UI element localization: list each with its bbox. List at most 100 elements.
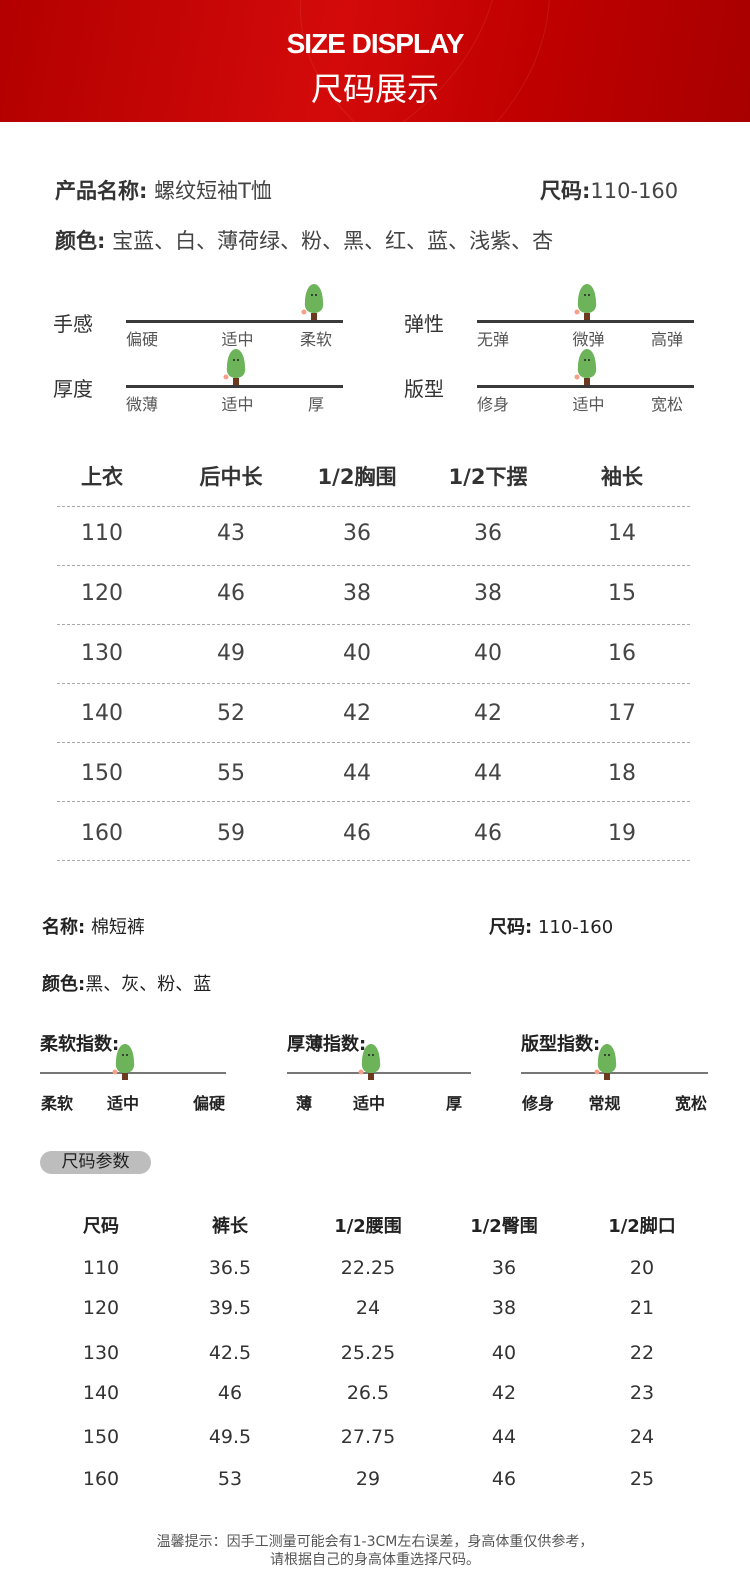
table-cell: 36 <box>491 1257 517 1279</box>
index-tick: 常规 <box>588 1094 621 1113</box>
table-cell: 59 <box>217 821 245 846</box>
table-header: 裤长 <box>212 1216 248 1237</box>
note-line-2: 请根据自己的身高体重选择尺码。 <box>270 1552 480 1568</box>
row-divider <box>57 742 690 743</box>
tree-icon <box>593 1042 621 1082</box>
row-divider <box>57 506 690 507</box>
table-cell: 22 <box>629 1342 655 1364</box>
scale-line <box>126 385 343 388</box>
size-params-button[interactable]: 尺码参数 <box>40 1151 151 1174</box>
table-header: 袖长 <box>601 465 643 489</box>
table-cell: 44 <box>343 761 371 786</box>
index-tick: 薄 <box>295 1094 313 1113</box>
index-tick: 适中 <box>352 1094 386 1113</box>
index-tick: 厚 <box>445 1094 463 1113</box>
scale-label: 弹性 <box>404 312 444 336</box>
table-cell: 49 <box>217 641 245 666</box>
table-cell: 17 <box>608 701 636 726</box>
table-cell: 44 <box>491 1426 517 1448</box>
table-cell: 19 <box>608 821 636 846</box>
table-cell: 44 <box>474 761 502 786</box>
scale-tick: 宽松 <box>650 395 684 414</box>
table-cell: 24 <box>355 1297 381 1319</box>
scale-tick: 适中 <box>221 330 254 349</box>
tree-icon <box>222 347 250 387</box>
table-cell: 130 <box>81 641 123 666</box>
scale-tick: 偏硬 <box>125 330 159 349</box>
scale-label: 厚度 <box>53 377 93 401</box>
table-cell: 43 <box>217 521 245 546</box>
scale-label: 版型 <box>404 377 444 401</box>
table-cell: 46 <box>491 1468 517 1490</box>
index-title: 厚薄指数: <box>287 1034 367 1055</box>
table-cell: 36 <box>343 521 371 546</box>
table-cell: 20 <box>629 1257 655 1279</box>
shorts-colors: 颜色:黑、灰、粉、蓝 <box>42 974 212 995</box>
title-english: SIZE DISPLAY <box>286 28 465 59</box>
table-cell: 120 <box>81 581 123 606</box>
index-tick: 宽松 <box>674 1094 708 1113</box>
index-tick: 适中 <box>106 1094 140 1113</box>
table-cell: 15 <box>608 581 636 606</box>
table-cell: 160 <box>82 1468 120 1490</box>
scale-tick: 无弹 <box>476 330 510 349</box>
table-cell: 130 <box>82 1342 120 1364</box>
table-header: 1/2下摆 <box>448 465 528 489</box>
scale-tick: 适中 <box>572 395 605 414</box>
table-cell: 36 <box>474 521 502 546</box>
scale-tick: 微薄 <box>125 395 159 414</box>
table-cell: 110 <box>81 521 123 546</box>
product-name: 产品名称: 螺纹短袖T恤 <box>55 179 272 203</box>
table-cell: 120 <box>82 1297 120 1319</box>
table-cell: 46 <box>343 821 371 846</box>
table-cell: 46 <box>217 1382 243 1404</box>
index-line <box>521 1072 708 1074</box>
tree-icon <box>573 347 601 387</box>
table-cell: 38 <box>343 581 371 606</box>
table-cell: 16 <box>608 641 636 666</box>
row-divider <box>57 860 690 861</box>
table-cell: 26.5 <box>346 1382 390 1404</box>
table-cell: 40 <box>474 641 502 666</box>
tree-icon <box>357 1042 385 1082</box>
index-line <box>40 1072 226 1074</box>
table-cell: 49.5 <box>208 1426 252 1448</box>
table-cell: 25.25 <box>340 1342 396 1364</box>
table-cell: 52 <box>217 701 245 726</box>
table-cell: 14 <box>608 521 636 546</box>
table-header: 1/2腰围 <box>334 1216 402 1237</box>
shorts-size: 尺码: 110-160 <box>489 917 614 938</box>
table-cell: 140 <box>82 1382 120 1404</box>
shorts-name: 名称: 棉短裤 <box>42 917 145 938</box>
table-cell: 29 <box>355 1468 381 1490</box>
table-cell: 38 <box>491 1297 517 1319</box>
table-cell: 40 <box>343 641 371 666</box>
table-cell: 55 <box>217 761 245 786</box>
index-line <box>287 1072 471 1074</box>
product-size: 尺码:110-160 <box>540 179 679 203</box>
table-header: 后中长 <box>199 465 263 489</box>
scale-line <box>477 385 694 388</box>
table-cell: 150 <box>81 761 123 786</box>
table-cell: 40 <box>491 1342 517 1364</box>
table-cell: 39.5 <box>208 1297 252 1319</box>
index-tick: 修身 <box>521 1094 555 1113</box>
table-cell: 46 <box>474 821 502 846</box>
table-cell: 36.5 <box>208 1257 252 1279</box>
table-cell: 42.5 <box>208 1342 252 1364</box>
table-cell: 42 <box>343 701 371 726</box>
tree-icon <box>573 282 601 322</box>
table-cell: 18 <box>608 761 636 786</box>
scale-tick: 厚 <box>307 395 325 414</box>
tree-icon <box>111 1042 139 1082</box>
scale-line <box>126 320 343 323</box>
table-cell: 38 <box>474 581 502 606</box>
note-line-1: 温馨提示：因手工测量可能会有1-3CM左右误差，身高体重仅供参考， <box>156 1534 594 1550</box>
table-cell: 22.25 <box>340 1257 396 1279</box>
row-divider <box>57 624 690 625</box>
index-tick: 偏硬 <box>192 1094 226 1113</box>
table-header: 1/2脚口 <box>608 1216 676 1237</box>
row-divider <box>57 801 690 802</box>
scale-tick: 高弹 <box>650 330 684 349</box>
table-cell: 140 <box>81 701 123 726</box>
